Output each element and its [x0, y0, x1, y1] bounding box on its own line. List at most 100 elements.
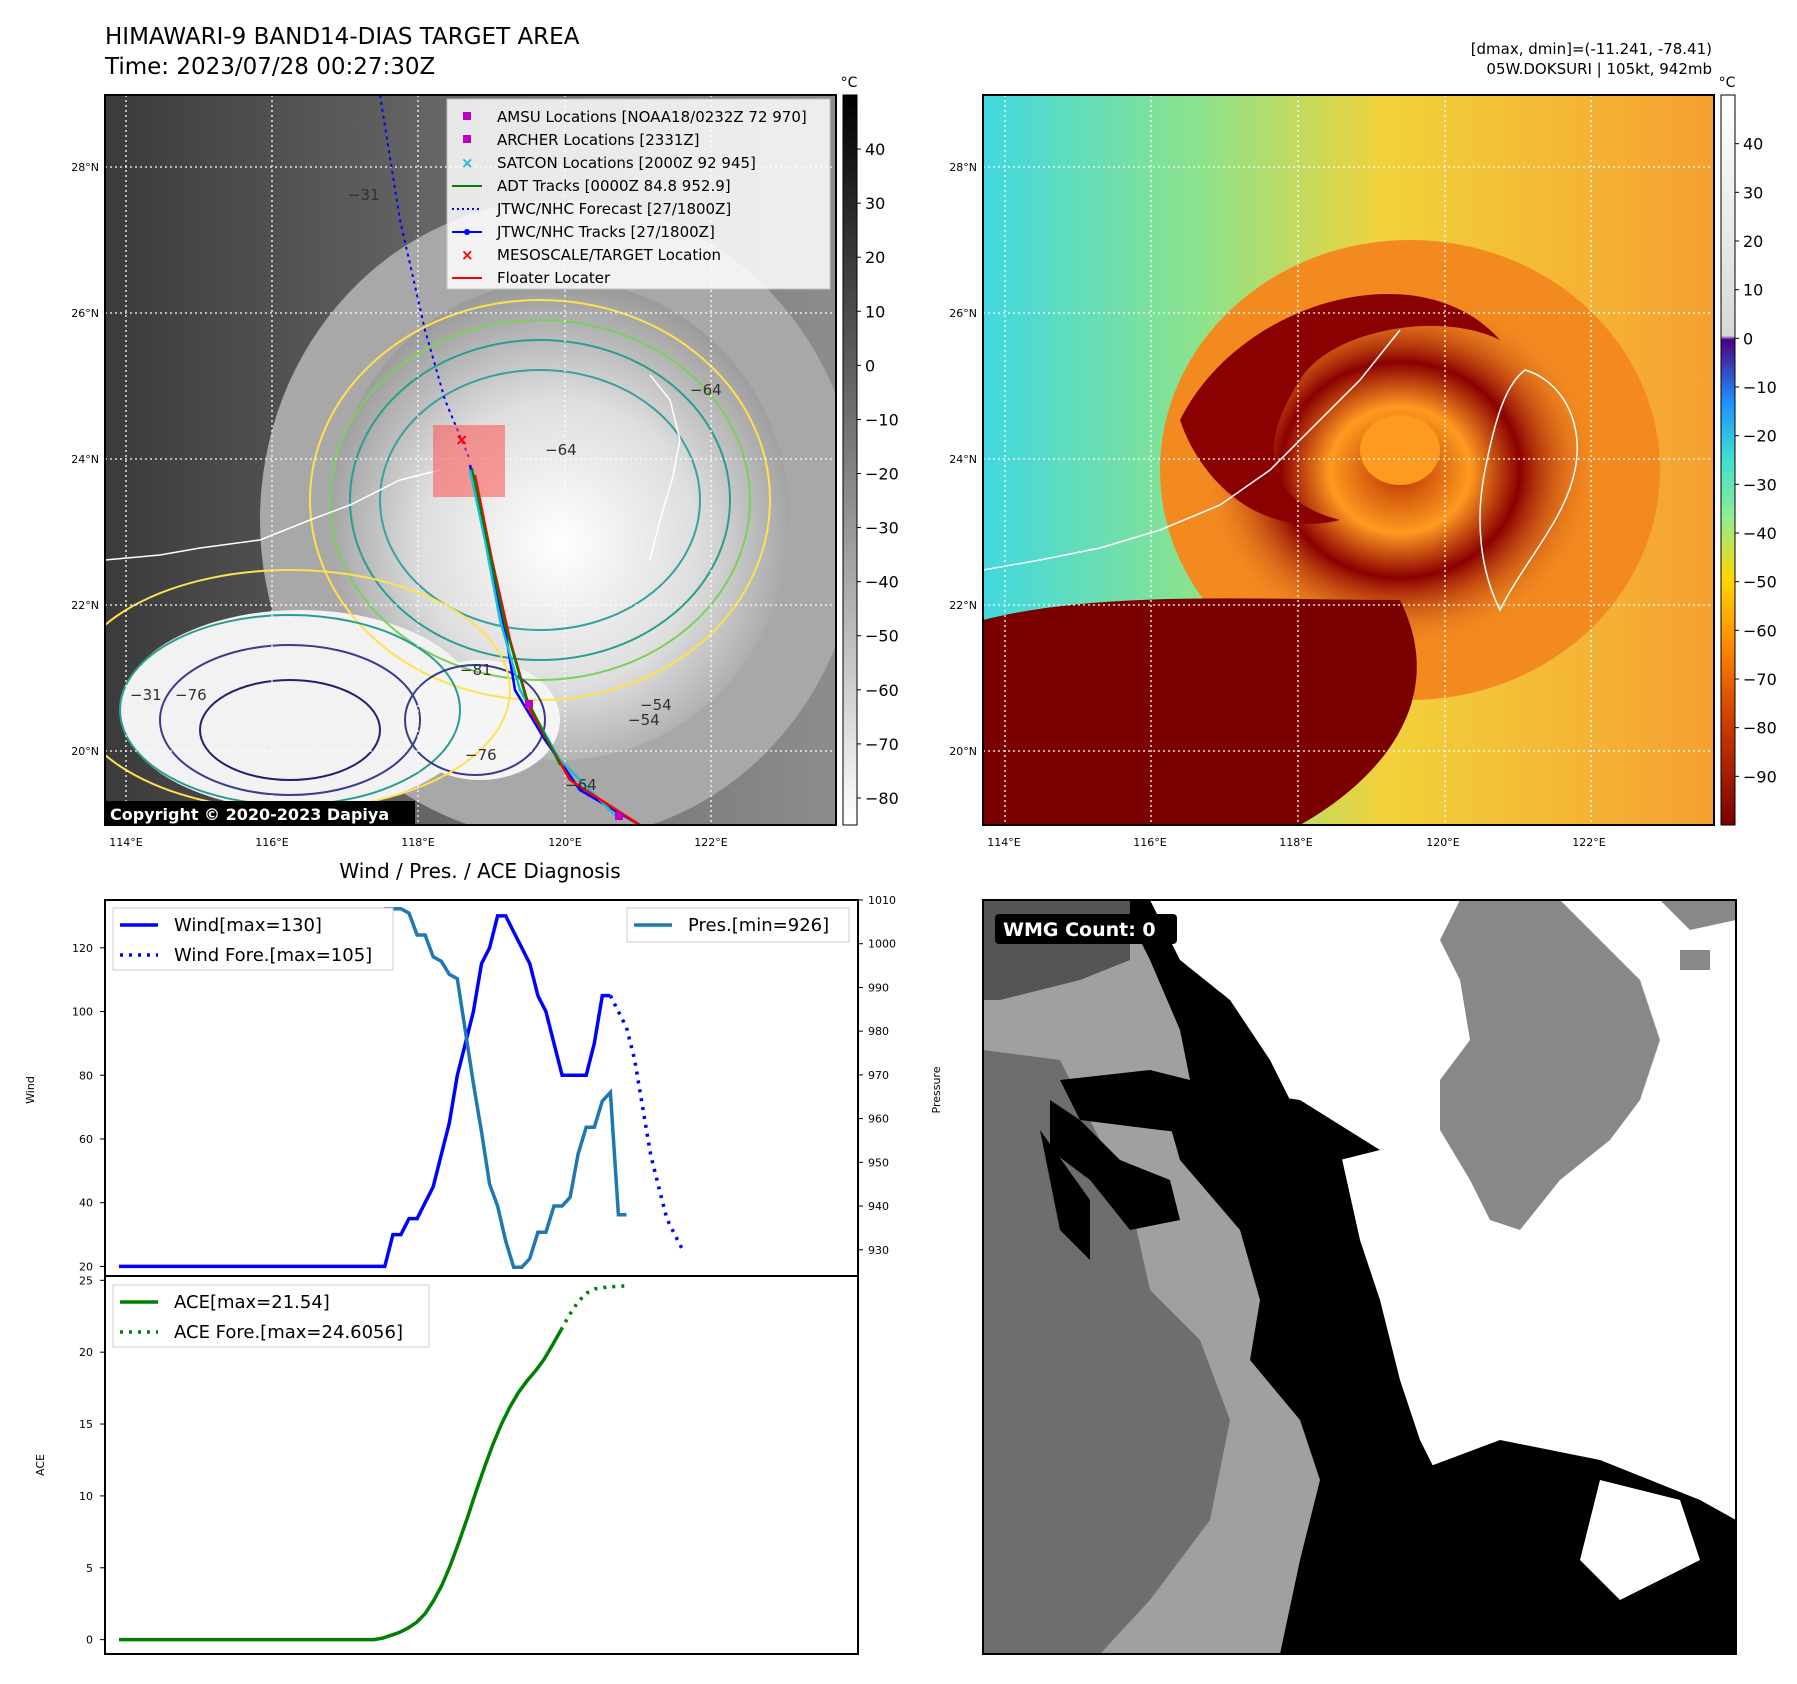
lon-tick-label: 120°E	[1426, 836, 1459, 849]
colorbar-tick-label: −70	[1743, 670, 1777, 689]
colorbar-tick-label: −30	[1743, 475, 1777, 494]
colorbar-tick-label: 20	[865, 248, 885, 267]
colorbar-tick-label: −40	[865, 573, 899, 592]
colorbar-tick-label: −10	[1743, 378, 1777, 397]
colorbar-tick-label: 0	[1743, 329, 1753, 348]
colorbar-tick-label: −50	[1743, 573, 1777, 592]
wind-pressure-chart: Wind Pressure 20 40 60 80 100 120 930 940 950 960…	[24, 894, 943, 1277]
legend-entry: Pres.[min=926]	[688, 915, 829, 936]
lat-tick-label: 22°N	[71, 599, 99, 612]
contour-label: −64	[690, 381, 722, 399]
contour-label: −31	[130, 686, 162, 704]
y2-tick-label: 940	[868, 1200, 889, 1213]
colorbar-tick-label: −70	[865, 735, 899, 754]
series-line	[559, 1284, 630, 1331]
legend-marker	[464, 229, 470, 235]
colorbar-tick-label: −10	[865, 410, 899, 429]
lon-tick-label: 118°E	[1279, 836, 1312, 849]
legend-entry: JTWC/NHC Forecast [27/1800Z]	[496, 200, 731, 218]
legend-marker	[463, 135, 471, 143]
y-tick-label: 25	[79, 1274, 93, 1287]
wmg-count-label: WMG Count: 0	[1003, 919, 1156, 941]
contour-label: −54	[628, 711, 660, 729]
lat-tick-label: 22°N	[949, 599, 977, 612]
wmg-panel: WMG Count: 0	[982, 899, 1737, 1655]
lat-tick-label: 28°N	[949, 161, 977, 174]
lon-tick-label: 114°E	[987, 836, 1020, 849]
legend-entry: Floater Locater	[497, 269, 611, 287]
contour-label: −54	[640, 696, 672, 714]
colorbar-tick-label: 30	[865, 194, 885, 213]
lat-tick-label: 20°N	[949, 745, 977, 758]
colorbar-tick-label: −80	[1743, 719, 1777, 738]
figure-title: HIMAWARI-9 BAND14-DIAS TARGET AREA	[105, 24, 580, 50]
y2-tick-label: 980	[868, 1025, 889, 1038]
y2-tick-label: 990	[868, 981, 889, 994]
left-colorbar: °C 40 30 20 10 0 −10 −20 −30 −40 −50 −60 −70 −80	[841, 75, 899, 826]
colorbar-tick-label: 10	[1743, 281, 1763, 300]
lon-tick-label: 114°E	[109, 836, 142, 849]
archer-location-marker	[525, 700, 533, 708]
dmax-dmin-readout: [dmax, dmin]=(-11.241, -78.41)	[1471, 40, 1712, 58]
contour-label: −81	[460, 661, 492, 679]
y2-tick-label: 960	[868, 1113, 889, 1126]
legend-entry: ACE Fore.[max=24.6056]	[174, 1322, 403, 1343]
colorbar-unit: °C	[1719, 75, 1736, 91]
legend-entry: ARCHER Locations [2331Z]	[497, 131, 700, 149]
colorbar-tick-label: 20	[1743, 232, 1763, 251]
ace-chart: ACE 0 5 10 15 20 25 ACE[max=21.54] ACE Fore.[m…	[34, 1274, 859, 1655]
lon-tick-label: 118°E	[401, 836, 434, 849]
y-tick-label: 10	[79, 1490, 93, 1503]
diagnosis-title: Wind / Pres. / ACE Diagnosis	[339, 859, 620, 883]
y-tick-label: 15	[79, 1418, 93, 1431]
y-tick-label: 100	[72, 1006, 93, 1019]
colorbar-tick-label: −20	[1743, 427, 1777, 446]
figure-time: Time: 2023/07/28 00:27:30Z	[104, 54, 435, 80]
lon-tick-label: 122°E	[1572, 836, 1605, 849]
right-colorbar: °C 40 30 20 10 0 −10 −20 −30 −40 −50 −60 −70 −80 −90	[1719, 75, 1777, 826]
legend-entry: Wind Fore.[max=105]	[174, 945, 372, 966]
legend-entry: MESOSCALE/TARGET Location	[497, 246, 721, 264]
colorbar-tick-label: −90	[1743, 767, 1777, 786]
y2-tick-label: 970	[868, 1069, 889, 1082]
legend-entry: ACE[max=21.54]	[174, 1292, 330, 1313]
legend-entry: JTWC/NHC Tracks [27/1800Z]	[496, 223, 715, 241]
lon-tick-label: 116°E	[1133, 836, 1166, 849]
colorbar-tick-label: −40	[1743, 524, 1777, 543]
amsu-location-marker	[615, 812, 623, 820]
ir-grayscale-map: × −31 −54 −64 −76 −81 −76 −64 −54 −31 −6…	[104, 94, 837, 826]
legend-box	[112, 907, 394, 971]
colorbar-tick-label: 40	[865, 140, 885, 159]
legend-entry: Wind[max=130]	[174, 915, 322, 936]
legend-entry: AMSU Locations [NOAA18/0232Z 72 970]	[497, 108, 807, 126]
legend-entry: SATCON Locations [2000Z 92 945]	[497, 154, 756, 172]
colorbar-unit: °C	[841, 75, 858, 91]
lat-tick-label: 26°N	[949, 307, 977, 320]
contour-label: −64	[565, 776, 597, 794]
y-tick-label: 80	[79, 1069, 93, 1082]
y-tick-label: 20	[79, 1346, 93, 1359]
colorbar-tick-label: 0	[865, 356, 875, 375]
lat-tick-label: 20°N	[71, 745, 99, 758]
colorbar-tick-label: −20	[865, 465, 899, 484]
lat-tick-label: 28°N	[71, 161, 99, 174]
contour-label: −76	[465, 746, 497, 764]
colorbar-tick-label: −60	[1743, 621, 1777, 640]
lon-tick-label: 122°E	[694, 836, 727, 849]
copyright-label: Copyright © 2020-2023 Dapiya	[110, 805, 389, 824]
colorbar-tick-label: 40	[1743, 135, 1763, 154]
legend-entry: ADT Tracks [0000Z 84.8 952.9]	[497, 177, 731, 195]
colorbar-tick-label: 30	[1743, 183, 1763, 202]
contour-label: −64	[545, 441, 577, 459]
colorbar-tick-label: −30	[865, 519, 899, 538]
series-line	[119, 914, 611, 1269]
contour-label: −31	[348, 186, 380, 204]
y-tick-label: 20	[79, 1260, 93, 1273]
target-location-marker: ×	[455, 430, 468, 449]
legend-marker	[463, 112, 471, 120]
y-tick-label: 120	[72, 942, 93, 955]
legend-marker: ×	[461, 154, 474, 172]
lon-tick-label: 120°E	[548, 836, 581, 849]
storm-info: 05W.DOKSURI | 105kt, 942mb	[1486, 60, 1712, 78]
